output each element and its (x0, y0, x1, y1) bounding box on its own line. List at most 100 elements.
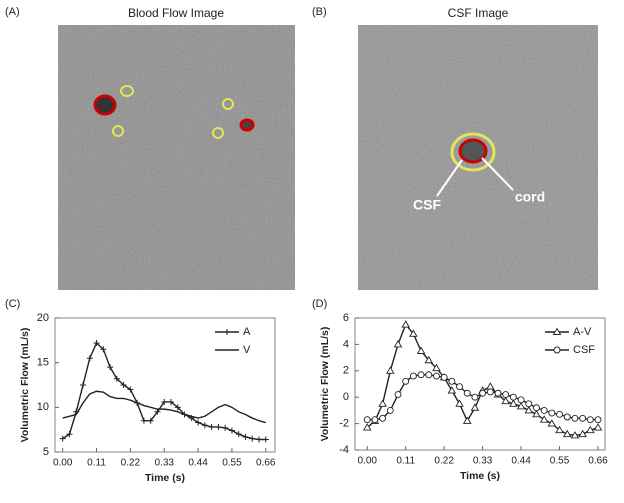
legend-label: A (243, 326, 251, 338)
marker (363, 416, 371, 424)
marker (86, 355, 93, 362)
marker (195, 419, 202, 426)
marker (440, 373, 448, 381)
x-axis-label: Time (s) (460, 470, 500, 482)
y-tick-label: 10 (37, 401, 49, 413)
marker (586, 416, 594, 424)
marker (578, 429, 587, 438)
x-axis-label: Time (s) (145, 472, 185, 484)
y-tick-label: 2 (343, 365, 349, 377)
legend-label: V (243, 344, 251, 356)
marker (127, 386, 134, 393)
roi-vein (239, 118, 255, 132)
marker (215, 423, 222, 430)
marker (433, 372, 440, 380)
x-tick-label: 0.44 (188, 458, 208, 469)
marker (235, 431, 242, 438)
marker (256, 436, 262, 443)
roi (120, 85, 134, 97)
series-line (62, 341, 266, 441)
marker (593, 423, 603, 431)
marker (525, 400, 533, 408)
marker (479, 389, 487, 397)
marker (386, 406, 394, 414)
plot-frame (354, 317, 606, 451)
marker (378, 399, 387, 407)
marker (571, 414, 579, 422)
x-tick-label: 0.22 (121, 458, 141, 469)
legend-marker (224, 329, 230, 335)
marker (174, 404, 181, 411)
image-title: CSF Image (448, 6, 509, 20)
marker (107, 364, 114, 371)
arrow (436, 159, 463, 197)
marker (556, 410, 563, 418)
marker (147, 417, 154, 424)
panel-label: (D) (312, 298, 327, 310)
marker (242, 433, 249, 440)
roi-artery (93, 94, 117, 116)
y-tick-label: 15 (37, 357, 49, 369)
panel-label: (B) (312, 6, 327, 18)
y-tick-label: 6 (343, 312, 349, 324)
marker (371, 416, 379, 424)
marker (208, 423, 215, 430)
marker (501, 396, 510, 405)
marker (563, 413, 571, 421)
roi (212, 127, 224, 139)
marker (494, 389, 502, 397)
marker (456, 383, 463, 391)
marker (168, 398, 174, 405)
x-tick-label: 0.55 (222, 458, 242, 469)
marker (140, 417, 147, 424)
x-tick-label: 0.11 (87, 458, 106, 469)
x-tick-label: 0.11 (396, 456, 415, 467)
y-tick-label: 20 (37, 312, 49, 324)
marker (409, 372, 417, 380)
marker (570, 431, 580, 439)
roi-csf (450, 132, 496, 172)
y-axis-label: Volumetric Flow (mL/s) (319, 327, 331, 442)
marker (579, 414, 587, 422)
marker (416, 346, 426, 354)
x-tick-label: 0.55 (550, 456, 570, 467)
marker (249, 435, 256, 442)
marker (532, 409, 541, 418)
marker (432, 363, 441, 372)
marker (555, 425, 564, 434)
marker (100, 346, 107, 353)
x-tick-label: 0.00 (53, 458, 73, 469)
x-tick-label: 0.22 (434, 456, 454, 467)
panel-label: (A) (5, 6, 20, 18)
marker (113, 375, 120, 382)
marker (80, 382, 86, 388)
y-axis-label: Volumetric Flow (mL/s) (19, 328, 31, 443)
marker (222, 424, 229, 431)
series-line (366, 323, 599, 437)
x-tick-label: 0.33 (154, 458, 174, 469)
y-tick-label: 5 (43, 446, 49, 458)
marker (463, 389, 471, 397)
marker (417, 371, 425, 379)
marker (471, 393, 479, 401)
plot-frame (54, 317, 276, 453)
marker (386, 366, 395, 374)
marker (486, 382, 495, 390)
marker (548, 409, 556, 417)
marker (470, 403, 480, 411)
marker (161, 398, 168, 405)
annotation: CSF (413, 197, 441, 213)
marker (201, 422, 208, 429)
x-tick-label: 0.66 (256, 458, 276, 469)
annotation: cord (515, 189, 545, 205)
marker (424, 355, 434, 364)
marker (524, 406, 534, 414)
marker (362, 423, 372, 431)
roi (112, 125, 124, 137)
marker (448, 377, 456, 385)
legend-marker (552, 327, 562, 335)
marker (455, 399, 464, 407)
marker (228, 427, 235, 434)
marker (462, 416, 472, 424)
